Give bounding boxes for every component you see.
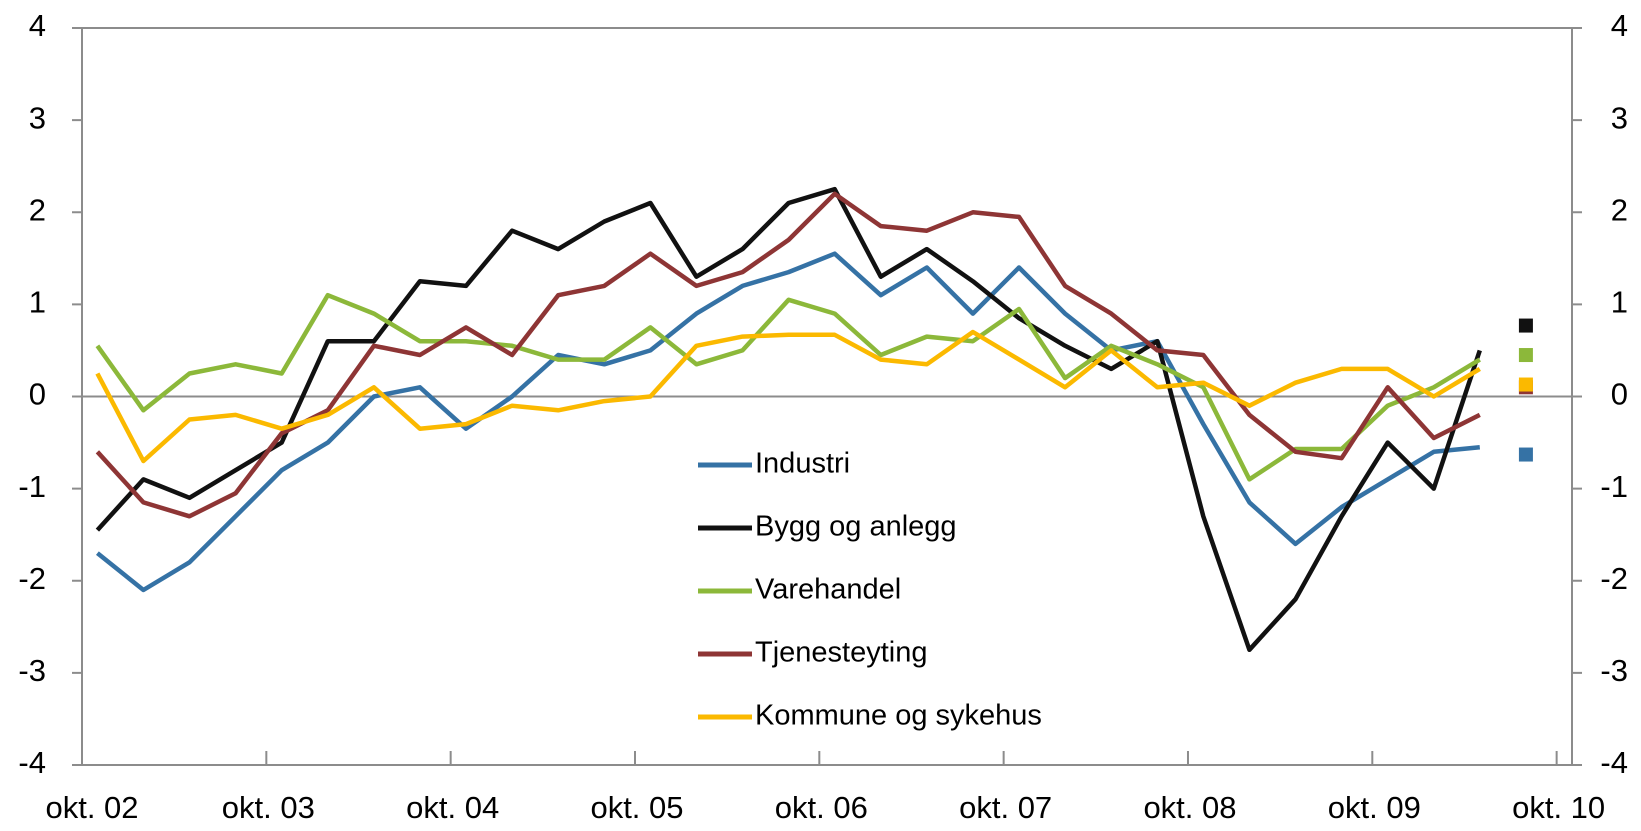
- y2-tick-label: 3: [1611, 100, 1628, 135]
- x-tick-label: okt. 09: [1328, 790, 1421, 825]
- legend-label: Kommune og sykehus: [755, 700, 1042, 732]
- end-marker: [1518, 447, 1533, 462]
- x-tick-label: okt. 03: [222, 790, 315, 825]
- x-tick-label: okt. 10: [1512, 790, 1605, 825]
- y2-tick-label: 0: [1611, 377, 1628, 412]
- y-tick-label: 0: [29, 377, 46, 412]
- y-tick-label: 4: [29, 8, 46, 43]
- x-tick-label: okt. 04: [406, 790, 499, 825]
- y2-tick-label: 1: [1611, 285, 1628, 320]
- series-line: [95, 329, 1481, 464]
- y-tick-label: 2: [29, 192, 46, 227]
- y-tick-label: -3: [18, 653, 46, 688]
- x-tick-label: okt. 06: [775, 790, 868, 825]
- y2-tick-label: 2: [1611, 192, 1628, 227]
- legend-label: Bygg og anlegg: [755, 511, 957, 543]
- end-marker: [1518, 377, 1533, 392]
- x-tick-label: okt. 02: [45, 790, 138, 825]
- y-tick-label: 3: [29, 100, 46, 135]
- y2-tick-label: -4: [1600, 745, 1628, 780]
- y2-tick-label: 4: [1611, 8, 1628, 43]
- series-line: [95, 186, 1482, 653]
- legend: Industri Bygg og anlegg Varehandel Tjeneste…: [698, 448, 1042, 732]
- series-line: [95, 292, 1481, 482]
- legend-label: Industri: [755, 448, 850, 480]
- y2-tick-label: -2: [1600, 561, 1628, 596]
- legend-label: Tjenesteyting: [755, 637, 928, 669]
- x-tick-label: okt. 05: [590, 790, 683, 825]
- y-tick-label: -2: [18, 561, 46, 596]
- series-line: [95, 191, 1481, 519]
- end-marker: [1518, 348, 1533, 363]
- y-tick-label: -1: [18, 469, 46, 504]
- end-marker: [1518, 318, 1533, 333]
- x-tick-label: okt. 07: [959, 790, 1052, 825]
- y-tick-label: 1: [29, 285, 46, 320]
- y2-tick-label: -1: [1600, 469, 1628, 504]
- x-tick-label: okt. 08: [1143, 790, 1236, 825]
- y2-tick-label: -3: [1600, 653, 1628, 688]
- y-tick-label: -4: [18, 745, 46, 780]
- series-line: [95, 251, 1481, 593]
- legend-label: Varehandel: [755, 574, 901, 606]
